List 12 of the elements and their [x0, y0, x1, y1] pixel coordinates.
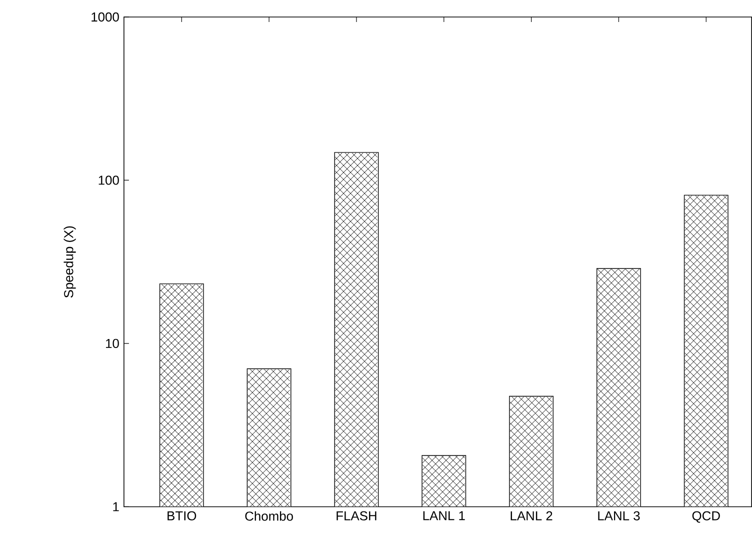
- x-tick-label: Chombo: [245, 511, 293, 521]
- x-tick-label: FLASH: [336, 511, 376, 521]
- x-tick-label: LANL 1: [423, 511, 465, 520]
- y-tick-label: 10: [106, 339, 119, 348]
- x-tick-label: QCD: [692, 511, 720, 523]
- y-tick-label: 1: [113, 502, 119, 512]
- y-axis-title: Speedup (X): [64, 226, 76, 298]
- x-tick-label: BTIO: [168, 511, 196, 521]
- x-tick-label: LANL 2: [510, 511, 552, 520]
- y-tick-label: 1000: [92, 12, 119, 22]
- x-tick-label: LANL 3: [598, 511, 640, 521]
- y-tick-label: 100: [98, 176, 119, 185]
